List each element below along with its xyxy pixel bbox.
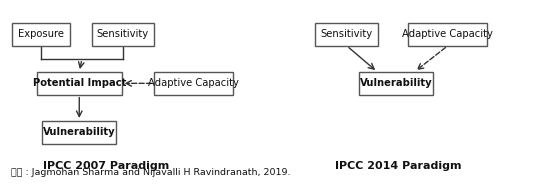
Text: Exposure: Exposure: [18, 29, 64, 39]
Text: 자료 : Jagmohan Sharma and Nijavalli H Ravindranath, 2019.: 자료 : Jagmohan Sharma and Nijavalli H Rav…: [11, 168, 291, 177]
Text: Sensitivity: Sensitivity: [321, 29, 373, 39]
FancyBboxPatch shape: [91, 23, 154, 46]
Text: IPCC 2014 Paradigm: IPCC 2014 Paradigm: [335, 161, 462, 171]
Text: Vulnerability: Vulnerability: [360, 78, 432, 88]
Text: IPCC 2007 Paradigm: IPCC 2007 Paradigm: [43, 161, 170, 171]
FancyBboxPatch shape: [408, 23, 487, 46]
Text: Potential Impact: Potential Impact: [32, 78, 126, 88]
FancyBboxPatch shape: [154, 72, 233, 95]
FancyBboxPatch shape: [42, 121, 116, 144]
Text: Sensitivity: Sensitivity: [97, 29, 149, 39]
FancyBboxPatch shape: [359, 72, 433, 95]
FancyBboxPatch shape: [37, 72, 121, 95]
Text: Adaptive Capacity: Adaptive Capacity: [149, 78, 240, 88]
Text: Vulnerability: Vulnerability: [43, 127, 115, 137]
FancyBboxPatch shape: [315, 23, 378, 46]
FancyBboxPatch shape: [12, 23, 70, 46]
Text: Adaptive Capacity: Adaptive Capacity: [402, 29, 493, 39]
